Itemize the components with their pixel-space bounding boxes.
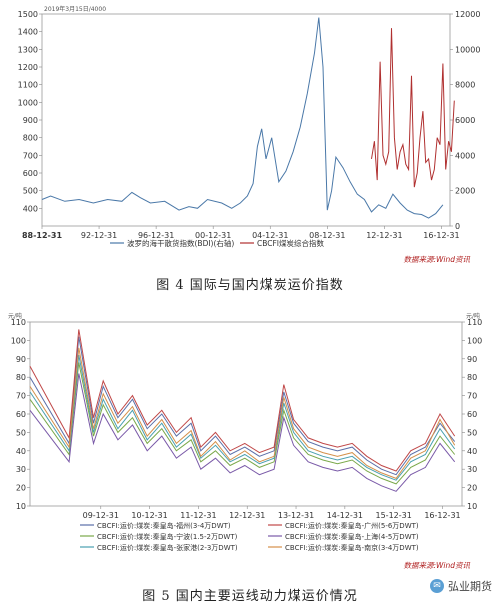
source-note: 数据来源:Wind资讯 [403, 255, 470, 264]
y-right-tick-label: 70 [467, 392, 477, 401]
fig5-caption: 图 5 国内主要运线动力煤运价情况 [142, 589, 358, 604]
fig4-chart: 400 500 600 700 800 900 1000 1100 1200 1300 1400 15… [0, 0, 500, 268]
wechat-icon: ✉ [430, 579, 444, 593]
y-left-tick-label: 500 [23, 187, 38, 196]
x-tick-label: 12-12-31 [366, 231, 402, 240]
y-right-tick-label: 60 [467, 410, 477, 419]
y-left-unit-label: 元/吨 [8, 312, 22, 320]
y-left-tick-label: 900 [23, 116, 38, 125]
y-right-tick-label: 80 [467, 373, 477, 382]
y-left-tick-label: 40 [16, 447, 26, 456]
y-left-tick-label: 60 [16, 410, 26, 419]
y-left-tick-label: 10 [16, 502, 26, 511]
y-right-tick-label: 6000 [455, 116, 475, 125]
x-tick-label: 16-12-31 [423, 231, 459, 240]
y-right-tick-label: 0 [455, 222, 460, 231]
chart-top-note: 2019年3月15日/4000 [44, 5, 106, 13]
legend-label-2: CBCFI:运价:煤炭:秦皇岛-广州(5-6万DWT) [285, 521, 419, 530]
y-left-tick-label: 800 [23, 134, 38, 143]
y-right-tick-label: 100 [467, 336, 482, 345]
fig4-svg: 400 500 600 700 800 900 1000 1100 1200 1300 1400 15… [18, 5, 481, 264]
x-tick-label: 96-12-31 [138, 231, 174, 240]
series-line-5 [29, 355, 456, 481]
y-right-tick-label: 10 [467, 502, 477, 511]
plot-frame [41, 13, 451, 227]
x-tick-label: 04-12-31 [252, 231, 288, 240]
fig5-chart: 10 20 30 40 50 60 70 80 90 100 110 10 20 30 40 50 60 70 80… [0, 310, 500, 575]
y-right-tick-label: 10000 [455, 45, 480, 54]
y-left-tick-label: 50 [16, 428, 26, 437]
y-right-tick-label: 90 [467, 355, 477, 364]
fig5-svg: 10 20 30 40 50 60 70 80 90 100 110 10 20 30 40 50 60 70 80… [8, 312, 482, 570]
legend-label-4: CBCFI:运价:煤炭:秦皇岛-上海(4-5万DWT) [285, 532, 419, 541]
x-tick-label: 13-12-31 [278, 511, 314, 520]
legend-label-3: CBCFI:运价:煤炭:秦皇岛-宁波(1.5-2万DWT) [97, 532, 238, 541]
y-left-tick-label: 1400 [18, 28, 38, 37]
y-right-tick-label: 4000 [455, 151, 475, 160]
x-tick-label: 15-12-31 [376, 511, 412, 520]
y-left-tick-label: 110 [11, 318, 26, 327]
series-line-2 [371, 28, 455, 188]
watermark-text: 弘业期货 [448, 580, 492, 593]
series-line-6 [29, 347, 456, 480]
y-left-tick-label: 20 [16, 484, 26, 493]
x-tick-label: 11-12-31 [180, 511, 216, 520]
y-right-tick-label: 30 [467, 465, 477, 474]
series-line-1 [41, 17, 444, 219]
series-line-1 [29, 336, 456, 476]
y-left-tick-label: 1200 [18, 63, 38, 72]
x-tick-label: 16-12-31 [424, 511, 460, 520]
y-right-tick-label: 20 [467, 484, 477, 493]
x-tick-label: 10-12-31 [131, 511, 167, 520]
x-tick-label: 12-12-31 [229, 511, 265, 520]
x-tick-label: 88-12-31 [22, 231, 62, 240]
legend-label-2: CBCFI煤炭综合指数 [257, 238, 325, 248]
legend-label-1: 波罗的海干散货指数(BDI)(右轴) [127, 238, 234, 248]
legend-label-5: CBCFI:运价:煤炭:秦皇岛-张家港(2-3万DWT) [97, 543, 238, 552]
x-tick-label: 08-12-31 [309, 231, 345, 240]
y-right-tick-label: 110 [467, 318, 482, 327]
legend-label-1: CBCFI:运价:煤炭:秦皇岛-福州(3-4万DWT) [97, 521, 231, 530]
x-tick-label: 00-12-31 [195, 231, 231, 240]
y-left-tick-label: 100 [11, 336, 26, 345]
y-left-tick-label: 700 [23, 151, 38, 160]
watermark: ✉ 弘业期货 [430, 578, 492, 594]
y-right-tick-label: 40 [467, 447, 477, 456]
y-right-tick-label: 2000 [455, 187, 475, 196]
y-right-tick-label: 8000 [455, 81, 475, 90]
y-left-tick-label: 80 [16, 373, 26, 382]
y-left-tick-label: 400 [23, 204, 38, 213]
y-right-tick-label: 50 [467, 428, 477, 437]
x-tick-label: 14-12-31 [327, 511, 363, 520]
y-left-tick-label: 30 [16, 465, 26, 474]
y-left-tick-label: 1300 [18, 45, 38, 54]
fig4-caption: 图 4 国际与国内煤炭运价指数 [156, 278, 344, 293]
y-left-tick-label: 70 [16, 392, 26, 401]
y-left-tick-label: 1000 [18, 98, 38, 107]
y-right-tick-label: 12000 [455, 10, 480, 19]
y-left-tick-label: 90 [16, 355, 26, 364]
series-line-4 [29, 373, 456, 492]
source-note: 数据来源:Wind资讯 [403, 561, 470, 570]
x-tick-label: 92-12-31 [81, 231, 117, 240]
y-left-tick-label: 1500 [18, 10, 38, 19]
y-left-tick-label: 1100 [18, 81, 38, 90]
series-line-2 [29, 329, 456, 472]
series-line-3 [29, 362, 456, 485]
y-left-tick-label: 600 [23, 169, 38, 178]
y-right-unit-label: 元/吨 [466, 312, 480, 320]
x-tick-label: 09-12-31 [83, 511, 119, 520]
legend-label-6: CBCFI:运价:煤炭:秦皇岛-南京(3-4万DWT) [285, 543, 419, 552]
